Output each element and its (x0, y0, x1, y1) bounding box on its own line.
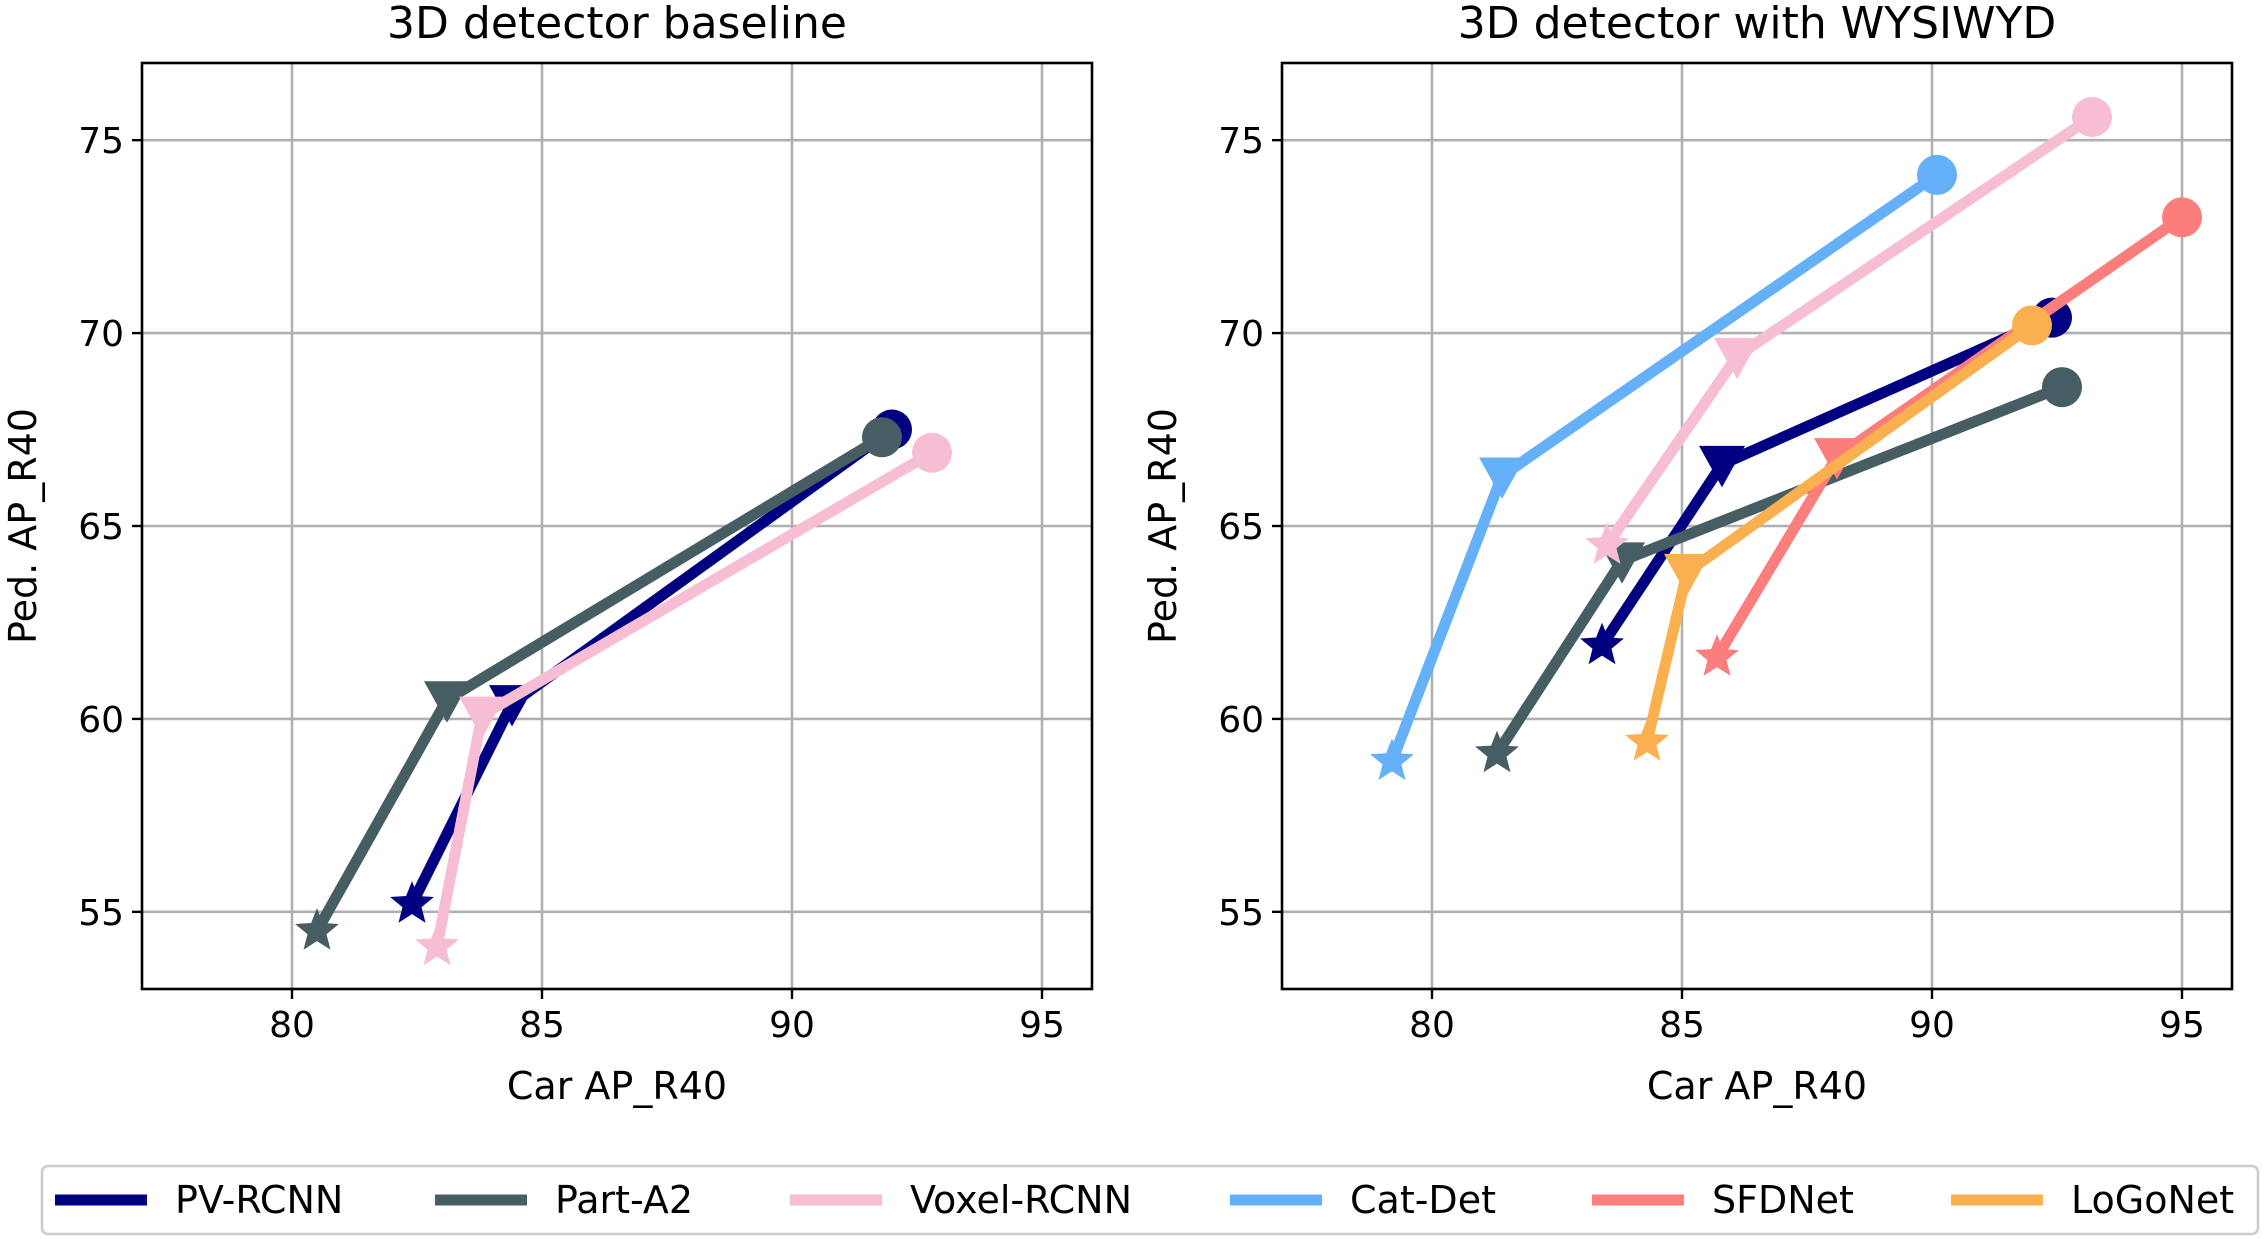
marker-circle-part-a2-wysiwyd (2042, 367, 2082, 408)
marker-star-pv-rcnn-wysiwyd (1580, 622, 1624, 665)
y-axis-label-baseline: Ped. AP_R40 (1, 408, 45, 644)
marker-triangle-down-pv-rcnn-wysiwyd (1699, 445, 1745, 488)
chart-title-baseline: 3D detector baseline (387, 0, 847, 49)
series-part-a2-wysiwyd (1475, 367, 2082, 773)
y-tick-label-70-baseline: 70 (78, 314, 124, 355)
x-tick-label-95-baseline: 95 (1019, 1005, 1065, 1046)
x-tick-label-80-baseline: 80 (269, 1005, 315, 1046)
y-tick-label-70-wysiwyd: 70 (1218, 314, 1264, 355)
legend-label-part-a2: Part-A2 (555, 1178, 693, 1222)
series-baseline (295, 409, 952, 966)
series-voxel-rcnn-baseline (415, 432, 952, 966)
y-tick-label-55-wysiwyd: 55 (1218, 893, 1264, 934)
ticks-baseline: 80 85 90 95 55 60 65 70 75 (78, 121, 1065, 1046)
series-voxel-rcnn-wysiwyd (1585, 97, 2112, 564)
x-tick-label-85-baseline: 85 (519, 1005, 565, 1046)
marker-circle-sfdnet-wysiwyd (2162, 197, 2202, 238)
y-tick-label-75-wysiwyd: 75 (1218, 121, 1264, 162)
x-tick-label-80-wysiwyd: 80 (1409, 1005, 1455, 1046)
x-tick-label-90-wysiwyd: 90 (1909, 1005, 1955, 1046)
x-axis-label-baseline: Car AP_R40 (507, 1064, 727, 1108)
marker-star-part-a2-wysiwyd (1475, 730, 1519, 773)
marker-circle-logonet-wysiwyd (2012, 305, 2052, 346)
legend: PV-RCNN Part-A2 Voxel-RCNN Cat-Det SFDNet LoG… (40, 1164, 2260, 1236)
marker-star-part-a2-baseline (295, 908, 339, 950)
legend-label-pv-rcnn: PV-RCNN (175, 1178, 343, 1222)
marker-star-voxel-rcnn-baseline (415, 923, 459, 966)
marker-star-voxel-rcnn-wysiwyd (1585, 522, 1629, 564)
legend-label-voxel-rcnn: Voxel-RCNN (910, 1178, 1132, 1222)
x-tick-label-85-wysiwyd: 85 (1659, 1005, 1705, 1046)
legend-label-sfdnet: SFDNet (1712, 1178, 1854, 1222)
series-part-a2-baseline (295, 417, 902, 950)
marker-triangle-down-part-a2-baseline (424, 681, 470, 723)
marker-circle-part-a2-baseline (862, 417, 902, 458)
ticks-wysiwyd: 80 85 90 95 55 60 65 70 75 (1218, 121, 2205, 1046)
marker-star-logonet-wysiwyd (1625, 719, 1669, 761)
marker-triangle-down-logonet-wysiwyd (1664, 553, 1710, 596)
legend-frame (40, 1164, 2260, 1236)
marker-triangle-down-voxel-rcnn-wysiwyd (1714, 337, 1760, 380)
chart-title-wysiwyd: 3D detector with WYSIWYD (1458, 0, 2057, 49)
x-axis-label-wysiwyd: Car AP_R40 (1647, 1064, 1867, 1108)
marker-circle-cat-det-wysiwyd (1917, 154, 1957, 195)
y-tick-label-65-baseline: 65 (78, 507, 124, 548)
grid-baseline (142, 63, 1092, 989)
marker-star-pv-rcnn-baseline (390, 881, 434, 923)
y-tick-label-60-baseline: 60 (78, 700, 124, 741)
y-axis-label-wysiwyd: Ped. AP_R40 (1141, 408, 1185, 644)
legend-label-cat-det: Cat-Det (1350, 1178, 1496, 1222)
x-tick-label-90-baseline: 90 (769, 1005, 815, 1046)
y-tick-label-75-baseline: 75 (78, 121, 124, 162)
marker-star-sfdnet-wysiwyd (1695, 634, 1739, 676)
marker-triangle-down-cat-det-wysiwyd (1479, 457, 1525, 499)
legend-items: PV-RCNN Part-A2 Voxel-RCNN Cat-Det SFDNet LoG… (55, 1178, 2234, 1222)
series-wysiwyd (1370, 97, 2202, 780)
series-logonet-wysiwyd (1625, 305, 2052, 761)
marker-triangle-down-voxel-rcnn-baseline (459, 696, 505, 739)
chart-panel-wysiwyd: 80 85 90 95 55 60 65 70 75 3D detector with WYSI… (1141, 0, 2234, 1108)
marker-circle-voxel-rcnn-baseline (912, 432, 952, 473)
marker-circle-voxel-rcnn-wysiwyd (2072, 97, 2112, 138)
y-tick-label-55-baseline: 55 (78, 893, 124, 934)
legend-label-logonet: LoGoNet (2071, 1178, 2234, 1222)
y-tick-label-65-wysiwyd: 65 (1218, 507, 1264, 548)
y-tick-label-60-wysiwyd: 60 (1218, 700, 1264, 741)
series-cat-det-wysiwyd (1370, 154, 1957, 780)
x-tick-label-95-wysiwyd: 95 (2159, 1005, 2205, 1046)
marker-star-cat-det-wysiwyd (1370, 738, 1414, 780)
